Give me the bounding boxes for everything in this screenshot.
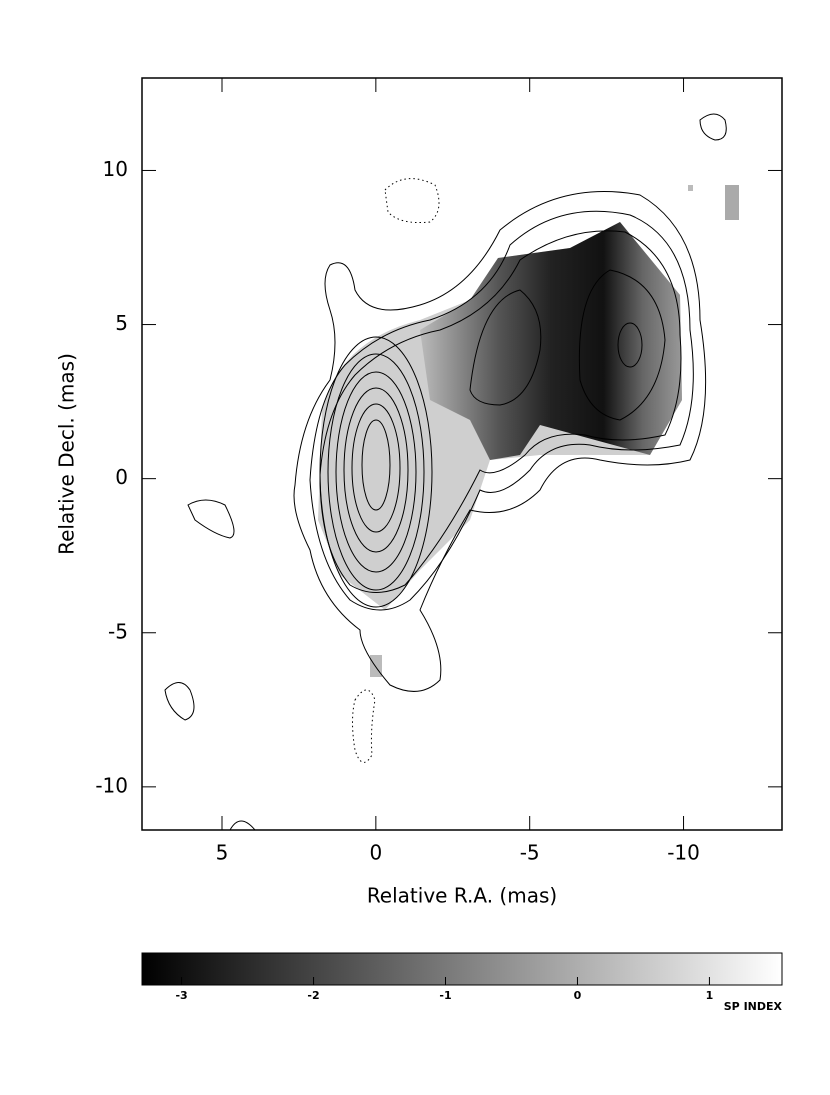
colorbar: [141, 952, 783, 986]
contours: [164, 113, 727, 831]
plot-frame: [141, 77, 783, 831]
image-layer: [318, 185, 739, 677]
y-axis-label: Relative Decl. (mas): [55, 353, 79, 555]
colorbar-tick-label: -3: [175, 989, 187, 1002]
colorbar-tick-label: 0: [574, 989, 582, 1002]
x-axis-label: Relative R.A. (mas): [367, 884, 557, 908]
x-tick-label: -10: [667, 841, 700, 865]
x-tick-label: 0: [369, 841, 382, 865]
y-tick-label: -5: [108, 619, 128, 643]
colorbar-tick-label: -1: [439, 989, 451, 1002]
y-tick-label: 10: [103, 157, 128, 181]
y-tick-label: 0: [115, 465, 128, 489]
colorbar-tick-label: -2: [307, 989, 319, 1002]
x-tick-label: 5: [216, 841, 229, 865]
y-tick-label: -10: [95, 773, 128, 797]
x-tick-label: -5: [520, 841, 540, 865]
y-tick-label: 5: [115, 311, 128, 335]
colorbar-tick-label: 1: [706, 989, 714, 1002]
colorbar-label: SP INDEX: [724, 1000, 783, 1013]
